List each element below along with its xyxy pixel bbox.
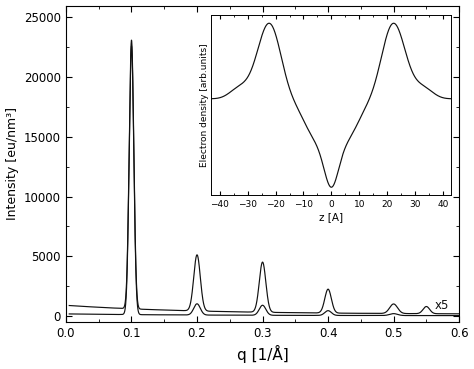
Y-axis label: Intensity [eu/nm³]: Intensity [eu/nm³]: [6, 107, 18, 220]
X-axis label: q [1/Å]: q [1/Å]: [237, 345, 288, 363]
Text: x5: x5: [434, 299, 448, 312]
